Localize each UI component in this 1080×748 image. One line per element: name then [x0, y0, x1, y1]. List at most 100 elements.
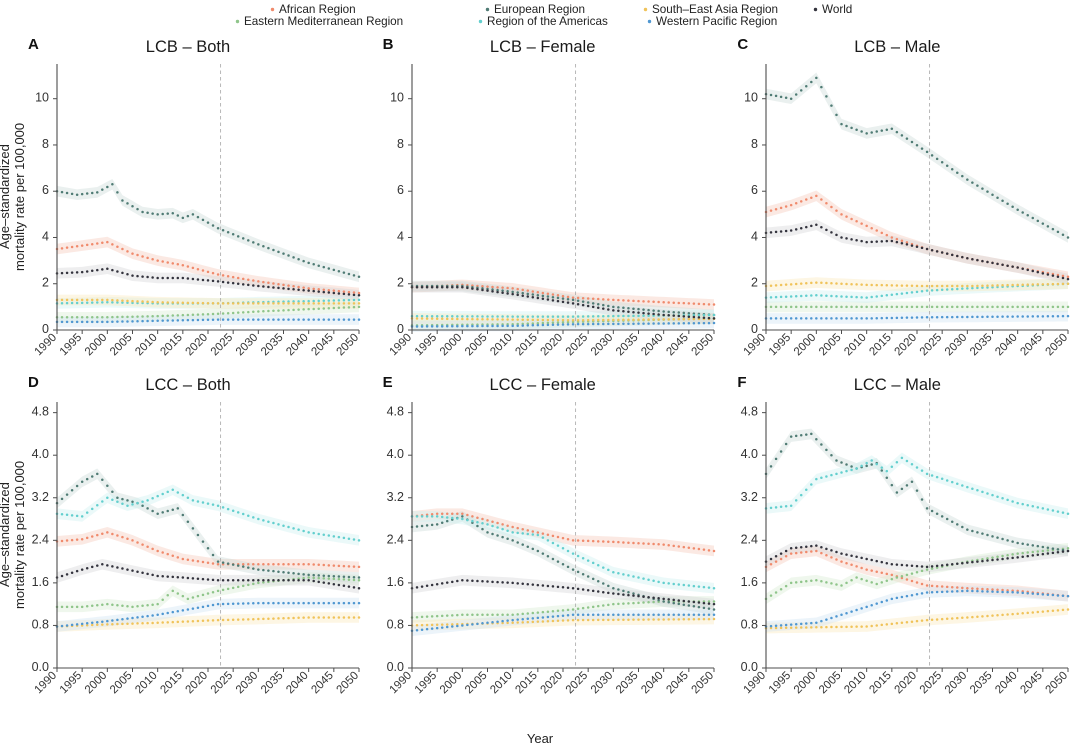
svg-text:2000: 2000: [83, 332, 110, 359]
svg-text:3.2: 3.2: [32, 490, 49, 504]
svg-text:1990: 1990: [387, 332, 414, 359]
svg-text:2025: 2025: [209, 670, 236, 697]
svg-text:10: 10: [390, 91, 404, 105]
svg-text:0.8: 0.8: [32, 617, 49, 631]
svg-text:1.6: 1.6: [32, 575, 49, 589]
svg-text:2005: 2005: [108, 670, 135, 697]
svg-text:2005: 2005: [108, 332, 135, 359]
svg-text:6: 6: [42, 183, 49, 197]
svg-text:4.0: 4.0: [386, 447, 403, 461]
svg-text:2005: 2005: [817, 670, 844, 697]
svg-text:2.4: 2.4: [741, 532, 758, 546]
svg-text:2015: 2015: [868, 332, 895, 359]
svg-text:1995: 1995: [58, 332, 85, 359]
svg-text:2015: 2015: [158, 332, 185, 359]
svg-text:2015: 2015: [513, 332, 540, 359]
svg-text:2045: 2045: [1019, 332, 1046, 359]
svg-text:1995: 1995: [767, 332, 794, 359]
svg-text:2030: 2030: [234, 332, 261, 359]
svg-text:8: 8: [397, 137, 404, 151]
svg-text:2000: 2000: [792, 332, 819, 359]
svg-text:3.2: 3.2: [741, 490, 758, 504]
svg-text:2020: 2020: [893, 670, 920, 697]
svg-text:4.0: 4.0: [32, 447, 49, 461]
svg-text:2005: 2005: [463, 670, 490, 697]
svg-text:4.8: 4.8: [386, 405, 403, 419]
svg-text:2040: 2040: [639, 332, 666, 359]
svg-text:2040: 2040: [994, 670, 1021, 697]
svg-text:2035: 2035: [259, 332, 286, 359]
svg-text:2010: 2010: [488, 670, 515, 697]
svg-text:2030: 2030: [943, 332, 970, 359]
svg-text:2050: 2050: [1044, 670, 1071, 697]
svg-text:2030: 2030: [943, 670, 970, 697]
svg-text:2020: 2020: [893, 332, 920, 359]
svg-text:1.6: 1.6: [741, 575, 758, 589]
svg-text:4: 4: [397, 229, 404, 243]
svg-text:2: 2: [397, 276, 404, 290]
svg-text:2035: 2035: [614, 332, 641, 359]
svg-text:2050: 2050: [335, 332, 362, 359]
svg-text:2000: 2000: [438, 332, 465, 359]
svg-text:2050: 2050: [335, 670, 362, 697]
svg-text:2010: 2010: [133, 332, 160, 359]
svg-text:2030: 2030: [234, 670, 261, 697]
svg-text:2: 2: [751, 276, 758, 290]
svg-text:2020: 2020: [184, 670, 211, 697]
svg-text:2030: 2030: [589, 332, 616, 359]
svg-text:2010: 2010: [843, 332, 870, 359]
svg-text:2040: 2040: [284, 670, 311, 697]
svg-text:1995: 1995: [767, 670, 794, 697]
svg-text:1.6: 1.6: [386, 575, 403, 589]
svg-text:2010: 2010: [488, 332, 515, 359]
svg-text:1990: 1990: [742, 332, 769, 359]
svg-text:8: 8: [751, 137, 758, 151]
svg-text:0.0: 0.0: [741, 660, 758, 674]
svg-text:2.4: 2.4: [386, 532, 403, 546]
svg-text:1990: 1990: [33, 332, 60, 359]
svg-text:2020: 2020: [538, 332, 565, 359]
svg-text:2005: 2005: [817, 332, 844, 359]
svg-text:2000: 2000: [792, 670, 819, 697]
svg-text:2035: 2035: [259, 670, 286, 697]
svg-text:2045: 2045: [309, 670, 336, 697]
svg-text:2030: 2030: [589, 670, 616, 697]
svg-text:2025: 2025: [918, 332, 945, 359]
svg-text:4.0: 4.0: [741, 447, 758, 461]
svg-text:2020: 2020: [184, 332, 211, 359]
svg-text:0.8: 0.8: [386, 617, 403, 631]
svg-text:2025: 2025: [563, 332, 590, 359]
svg-text:2035: 2035: [968, 670, 995, 697]
svg-text:2035: 2035: [614, 670, 641, 697]
svg-text:0.0: 0.0: [32, 660, 49, 674]
svg-text:2040: 2040: [639, 670, 666, 697]
svg-text:2040: 2040: [994, 332, 1021, 359]
svg-text:2.4: 2.4: [32, 532, 49, 546]
svg-text:2010: 2010: [133, 670, 160, 697]
svg-text:8: 8: [42, 137, 49, 151]
svg-text:2000: 2000: [83, 670, 110, 697]
svg-text:6: 6: [751, 183, 758, 197]
svg-text:2025: 2025: [209, 332, 236, 359]
svg-text:2045: 2045: [309, 332, 336, 359]
svg-text:2040: 2040: [284, 332, 311, 359]
svg-text:2015: 2015: [868, 670, 895, 697]
svg-text:2000: 2000: [438, 670, 465, 697]
svg-text:2025: 2025: [918, 670, 945, 697]
svg-text:1995: 1995: [58, 670, 85, 697]
svg-text:2: 2: [42, 276, 49, 290]
svg-text:2025: 2025: [563, 670, 590, 697]
svg-text:1995: 1995: [412, 670, 439, 697]
svg-text:2045: 2045: [664, 332, 691, 359]
svg-text:2050: 2050: [689, 332, 716, 359]
svg-text:3.2: 3.2: [386, 490, 403, 504]
svg-text:2045: 2045: [664, 670, 691, 697]
svg-text:4.8: 4.8: [741, 405, 758, 419]
svg-text:2050: 2050: [689, 670, 716, 697]
svg-text:1995: 1995: [412, 332, 439, 359]
svg-text:6: 6: [397, 183, 404, 197]
svg-text:2015: 2015: [513, 670, 540, 697]
svg-text:2050: 2050: [1044, 332, 1071, 359]
svg-text:2010: 2010: [843, 670, 870, 697]
svg-text:2035: 2035: [968, 332, 995, 359]
